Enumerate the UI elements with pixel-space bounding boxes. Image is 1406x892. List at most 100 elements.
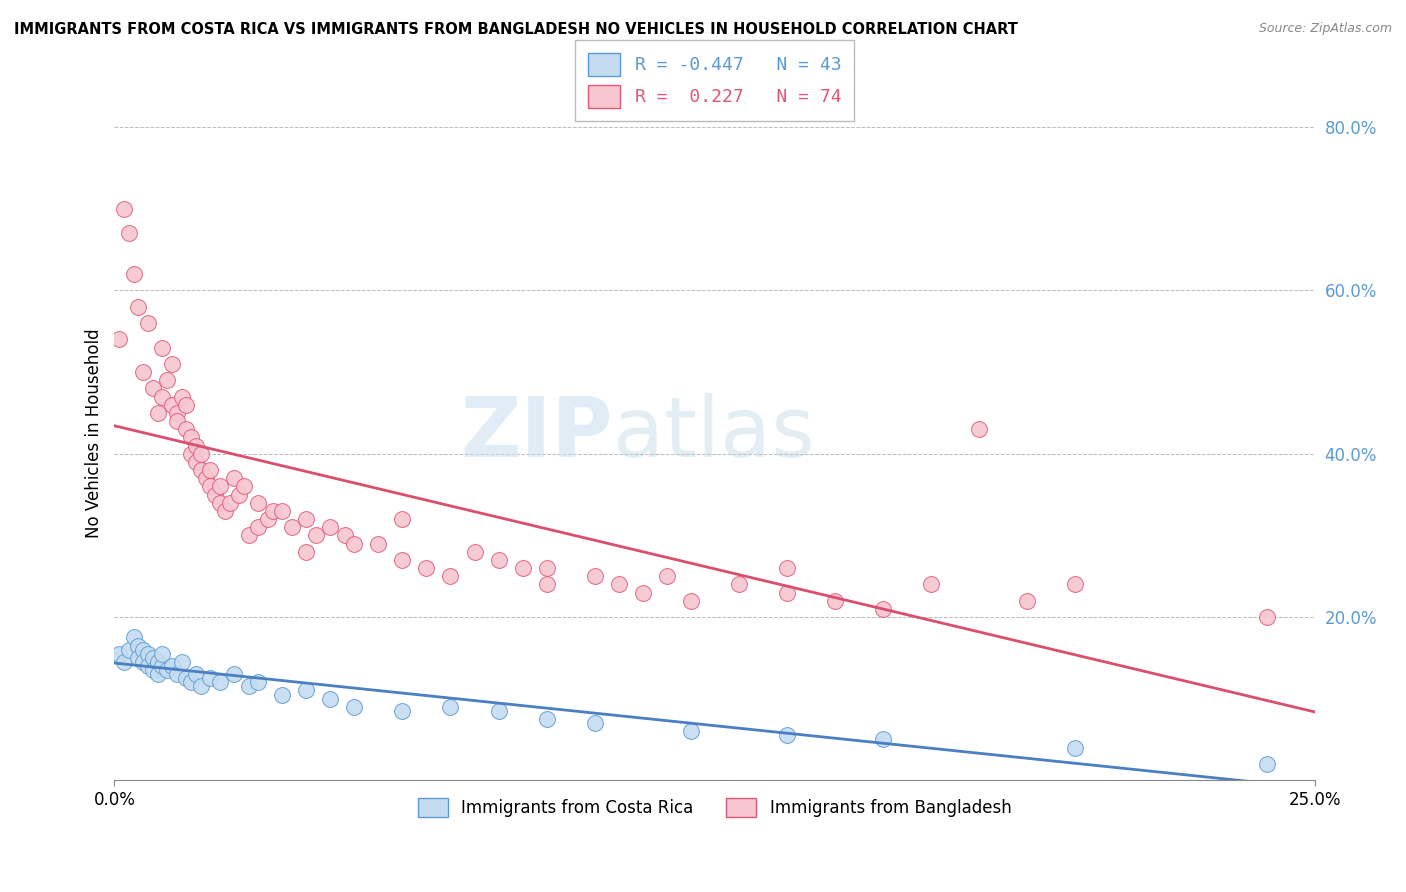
Point (122, 267, 145, 281)
Point (920, 577, 942, 591)
Point (238, 528, 260, 542)
Point (208, 675, 231, 690)
Point (136, 659, 159, 673)
Point (112, 655, 135, 669)
Point (415, 561, 437, 575)
Point (775, 728, 797, 742)
Point (824, 593, 846, 607)
Point (247, 675, 270, 690)
Point (176, 398, 198, 412)
Point (463, 545, 485, 559)
Point (152, 659, 174, 673)
Point (679, 724, 702, 739)
Text: Source: ZipAtlas.com: Source: ZipAtlas.com (1258, 22, 1392, 36)
Point (583, 716, 606, 731)
Point (218, 496, 240, 510)
Point (176, 671, 198, 685)
Point (180, 430, 202, 444)
Point (343, 699, 366, 714)
Point (127, 650, 149, 665)
Point (190, 447, 212, 461)
Point (160, 357, 183, 371)
Point (775, 561, 797, 575)
Point (967, 422, 990, 436)
Point (319, 691, 342, 706)
Point (391, 512, 413, 526)
Point (271, 688, 294, 702)
Point (295, 512, 318, 526)
Point (132, 365, 155, 379)
Point (122, 631, 145, 645)
Point (166, 406, 188, 420)
Legend: Immigrants from Costa Rica, Immigrants from Bangladesh: Immigrants from Costa Rica, Immigrants f… (411, 791, 1018, 824)
Point (136, 647, 159, 661)
Point (247, 520, 270, 534)
Point (247, 496, 270, 510)
Point (184, 667, 207, 681)
Point (152, 647, 174, 661)
Point (118, 227, 141, 241)
Point (142, 381, 165, 395)
Point (439, 569, 461, 583)
Point (333, 528, 356, 542)
Point (367, 536, 389, 550)
Point (1063, 740, 1085, 755)
Point (391, 553, 413, 567)
Point (108, 647, 131, 661)
Point (127, 300, 149, 314)
Point (607, 577, 630, 591)
Point (343, 536, 366, 550)
Point (152, 341, 174, 355)
Point (872, 602, 894, 616)
Point (112, 202, 135, 216)
Point (108, 333, 131, 347)
Point (127, 639, 149, 653)
Y-axis label: No Vehicles in Household: No Vehicles in Household (86, 328, 103, 538)
Point (160, 398, 183, 412)
Point (281, 520, 304, 534)
Point (271, 504, 294, 518)
Point (136, 316, 159, 330)
Point (1063, 577, 1085, 591)
Point (170, 655, 193, 669)
Point (727, 577, 749, 591)
Point (536, 577, 558, 591)
Point (536, 712, 558, 726)
Point (512, 561, 534, 575)
Point (872, 732, 894, 747)
Point (631, 585, 654, 599)
Text: atlas: atlas (613, 392, 814, 474)
Point (775, 585, 797, 599)
Point (214, 504, 236, 518)
Point (224, 667, 246, 681)
Point (190, 680, 212, 694)
Point (200, 671, 222, 685)
Point (1256, 610, 1278, 624)
Point (118, 642, 141, 657)
Point (208, 496, 231, 510)
Point (166, 414, 188, 428)
Text: ZIP: ZIP (460, 392, 613, 474)
Point (1256, 756, 1278, 771)
Point (152, 390, 174, 404)
Point (488, 553, 510, 567)
Point (160, 659, 183, 673)
Point (156, 663, 179, 677)
Point (238, 680, 260, 694)
Point (204, 487, 226, 501)
Point (146, 667, 169, 681)
Point (170, 390, 193, 404)
Point (305, 528, 328, 542)
Point (295, 683, 318, 698)
Point (295, 545, 318, 559)
Point (200, 479, 222, 493)
Point (319, 520, 342, 534)
Point (190, 463, 212, 477)
Point (156, 373, 179, 387)
Point (583, 569, 606, 583)
Point (536, 561, 558, 575)
Point (257, 512, 280, 526)
Point (439, 699, 461, 714)
Point (184, 439, 207, 453)
Point (233, 479, 256, 493)
